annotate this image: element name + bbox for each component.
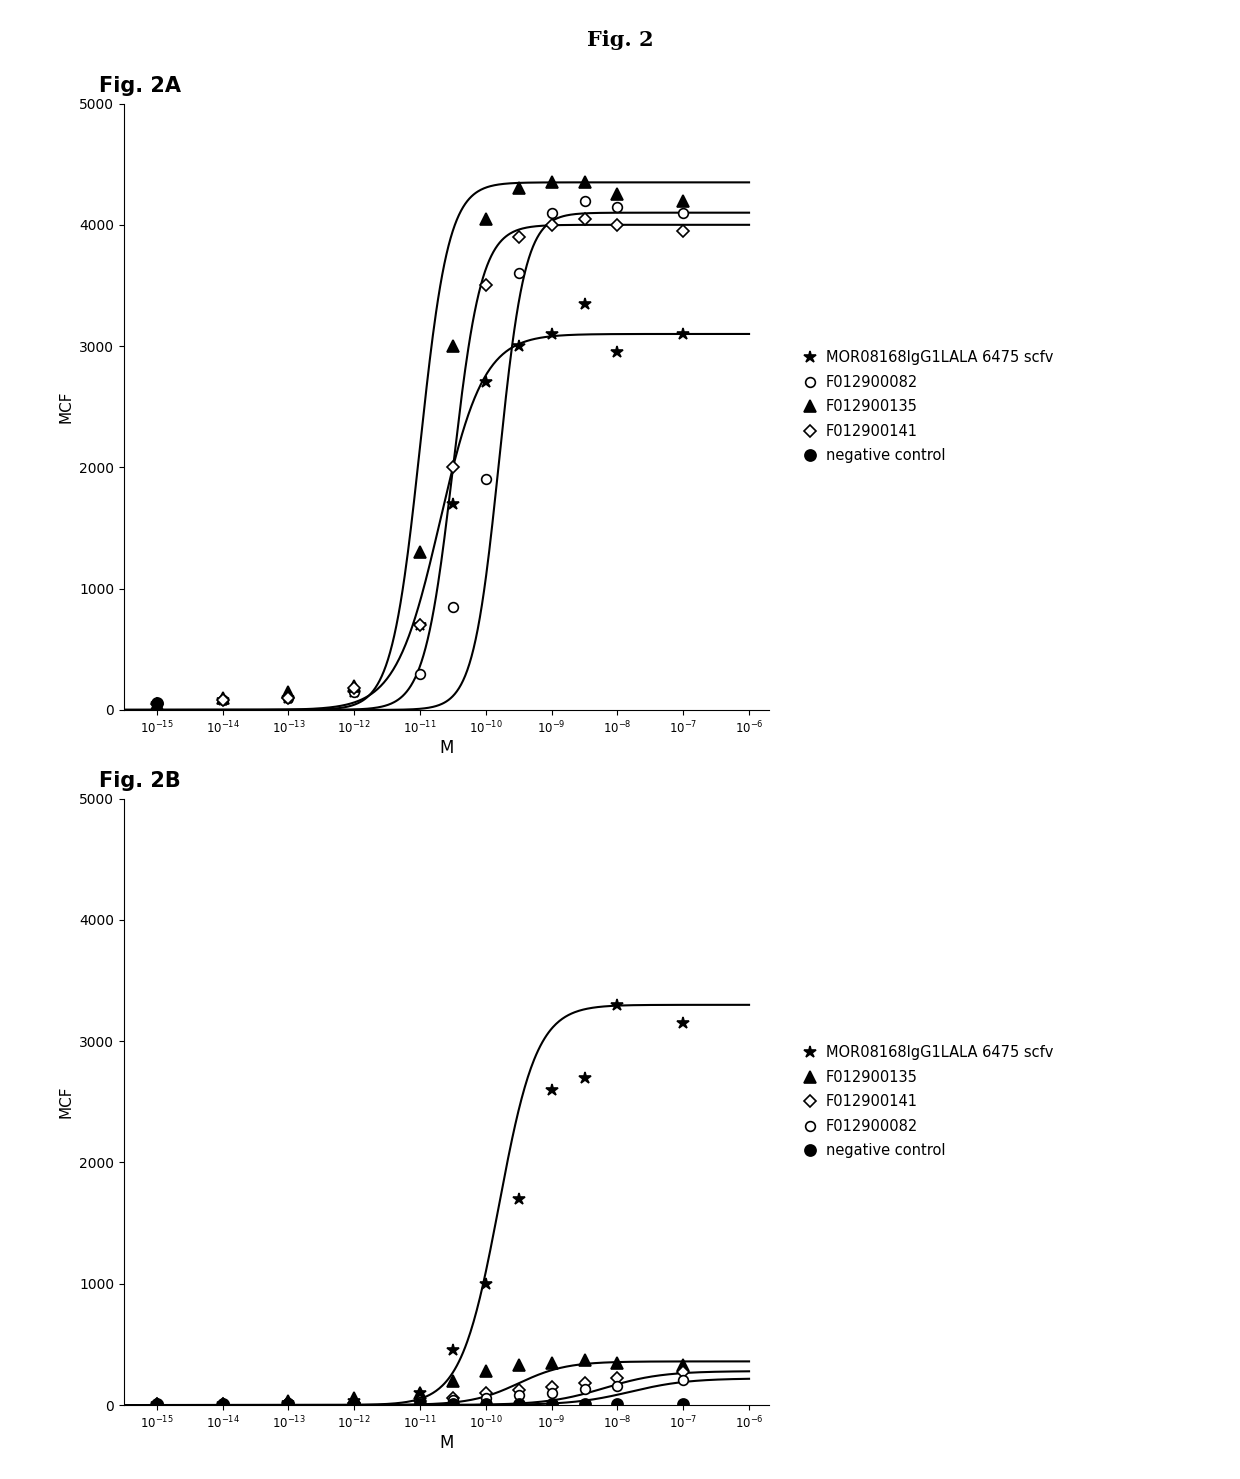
Legend: MOR08168IgG1LALA 6475 scfv, F012900135, F012900141, F012900082, negative control: MOR08168IgG1LALA 6475 scfv, F012900135, … xyxy=(801,1046,1053,1158)
X-axis label: M: M xyxy=(439,740,454,757)
Text: Fig. 2A: Fig. 2A xyxy=(99,75,181,96)
Y-axis label: MCF: MCF xyxy=(58,1086,73,1118)
Text: Fig. 2: Fig. 2 xyxy=(587,30,653,50)
Y-axis label: MCF: MCF xyxy=(58,390,73,423)
X-axis label: M: M xyxy=(439,1435,454,1452)
Text: Fig. 2B: Fig. 2B xyxy=(99,771,181,791)
Legend: MOR08168IgG1LALA 6475 scfv, F012900082, F012900135, F012900141, negative control: MOR08168IgG1LALA 6475 scfv, F012900082, … xyxy=(801,351,1053,463)
